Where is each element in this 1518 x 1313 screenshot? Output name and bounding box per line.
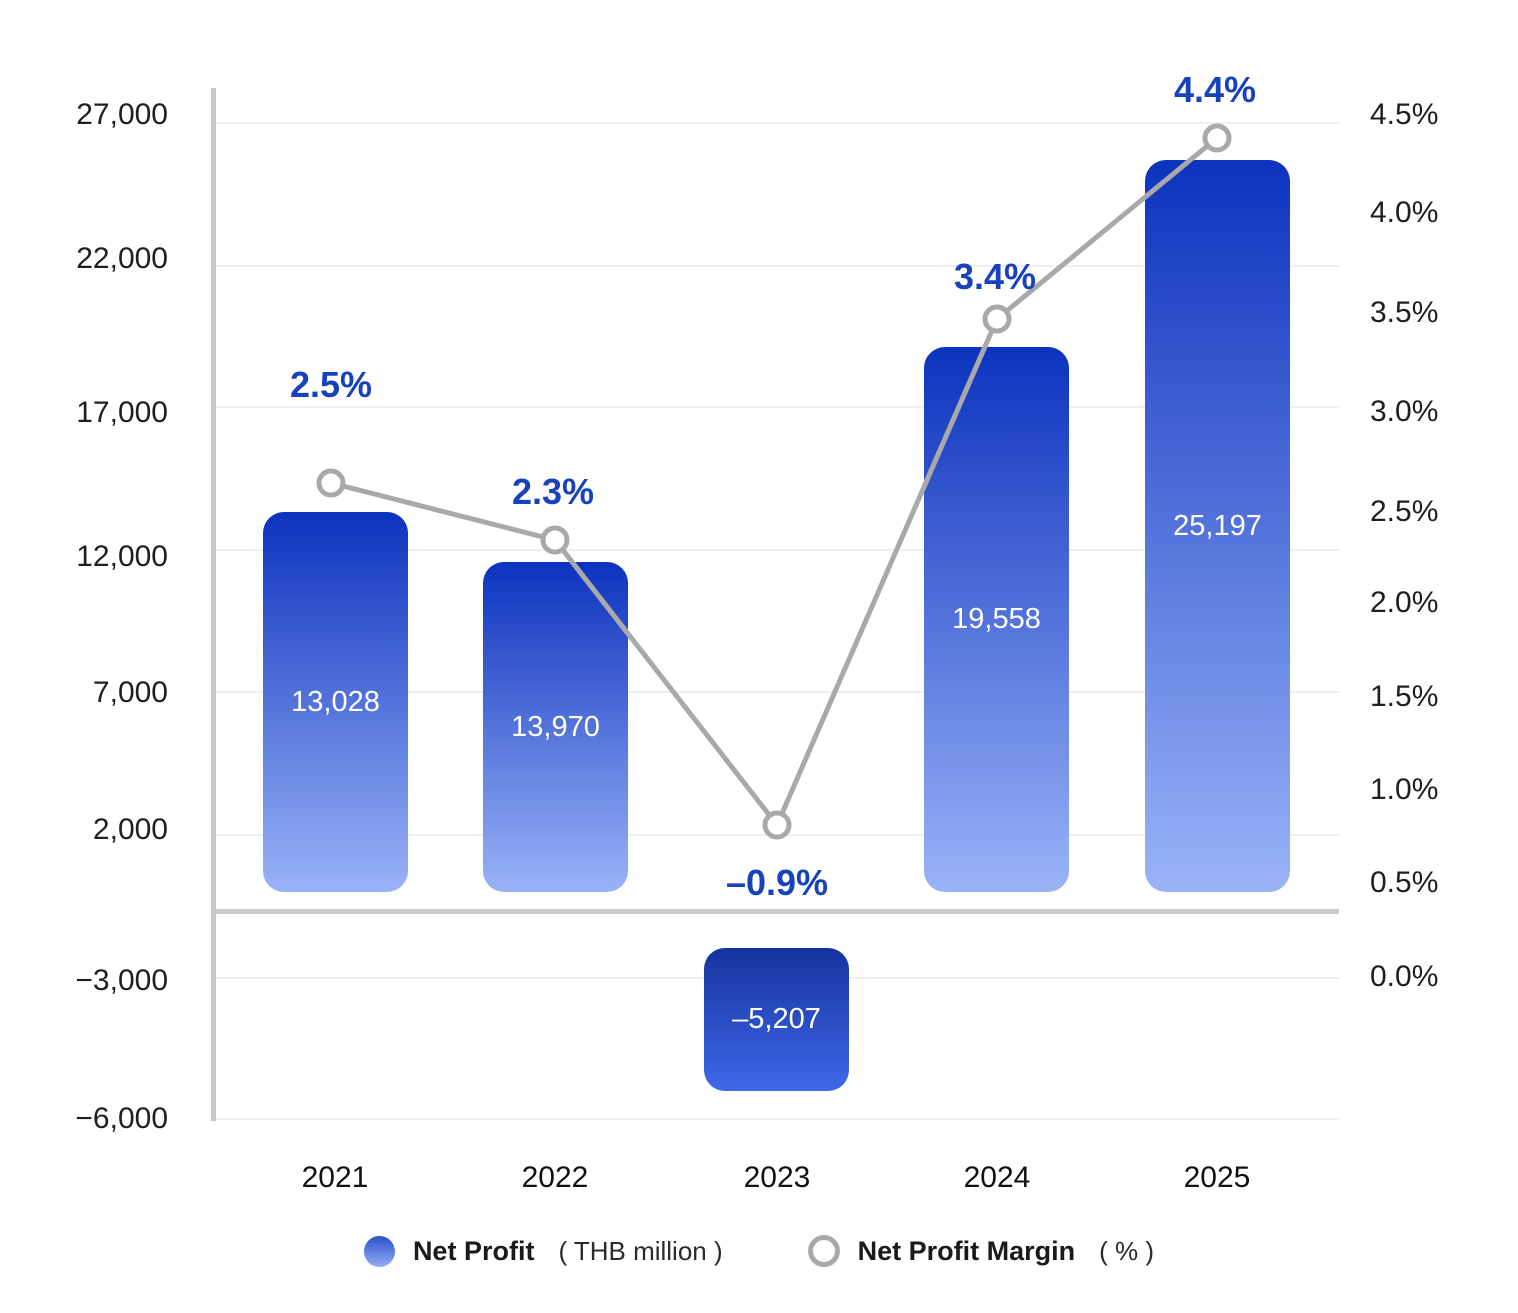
net-profit-margin-swatch-icon [807,1235,840,1267]
margin-marker-2025[interactable] [1202,123,1232,153]
gridline [213,122,1339,124]
net-profit-bar-2022[interactable]: 13,970 [483,562,628,892]
left-axis-tick-label: 12,000 [76,540,168,573]
legend-item-net-profit-margin[interactable]: Net Profit Margin ( % ) [807,1235,1155,1267]
left-axis-tick-label: 2,000 [92,813,168,846]
x-axis-label-2022: 2022 [521,1161,589,1194]
left-axis-tick-label: 22,000 [76,242,168,275]
left-axis-tick-label: 27,000 [76,98,168,131]
net-profit-bar-2024[interactable]: 19,558 [924,347,1069,892]
margin-marker-2024[interactable] [982,304,1012,334]
net-profit-swatch-icon [363,1235,395,1267]
right-axis-tick-label: 0.5% [1370,866,1439,899]
x-axis-label-2023: 2023 [743,1161,811,1194]
net-profit-bar-2025[interactable]: 25,197 [1145,160,1290,892]
zero-baseline [213,909,1339,914]
left-axis-tick-label: 7,000 [92,676,168,709]
bar-value-label: –5,207 [732,1003,821,1035]
margin-percent-label-2021: 2.5% [289,364,373,405]
x-axis-label-2024: 2024 [963,1161,1031,1194]
right-axis-tick-label: 2.0% [1370,586,1439,619]
right-axis-tick-label: 4.5% [1370,98,1439,131]
bar-value-label: 25,197 [1173,509,1262,542]
bar-value-label: 13,970 [511,710,600,743]
net-profit-bar-2021[interactable]: 13,028 [263,512,408,892]
left-axis-line [211,88,216,1121]
left-axis-tick-label: 17,000 [76,396,168,429]
left-axis-tick-label: −6,000 [75,1102,168,1135]
margin-percent-label-2023: –0.9% [725,862,829,903]
net-profit-bar-2023[interactable]: –5,207 [704,948,849,1091]
right-axis-tick-label: 1.0% [1370,773,1439,806]
right-axis-tick-label: 4.0% [1370,196,1439,229]
bar-value-label: 19,558 [952,603,1041,635]
margin-percent-label-2024: 3.4% [953,256,1037,297]
legend-label: Net Profit [412,1235,535,1266]
right-axis-tick-label: 3.5% [1370,296,1439,329]
legend-label: Net Profit Margin [857,1235,1076,1266]
right-axis-tick-label: 3.0% [1370,395,1439,428]
legend: Net Profit ( THB million ) Net Profit Ma… [0,1235,1518,1267]
right-axis-tick-label: 1.5% [1370,680,1439,713]
margin-marker-2021[interactable] [316,468,346,498]
bar-value-label: 13,028 [291,685,380,718]
margin-percent-label-2022: 2.3% [511,471,595,512]
margin-percent-label-2025: 4.4% [1173,69,1257,110]
x-axis-label-2021: 2021 [301,1161,369,1194]
left-axis-tick-label: −3,000 [75,964,168,997]
legend-unit: ( % ) [1099,1235,1155,1266]
gridline [213,1118,1339,1120]
net-profit-margin-line [330,136,1219,830]
x-axis-label-2025: 2025 [1183,1161,1251,1194]
legend-unit: ( THB million ) [558,1235,723,1266]
right-axis-tick-label: 0.0% [1370,960,1439,993]
right-axis-tick-label: 2.5% [1370,495,1439,528]
legend-item-net-profit[interactable]: Net Profit ( THB million ) [363,1235,723,1267]
